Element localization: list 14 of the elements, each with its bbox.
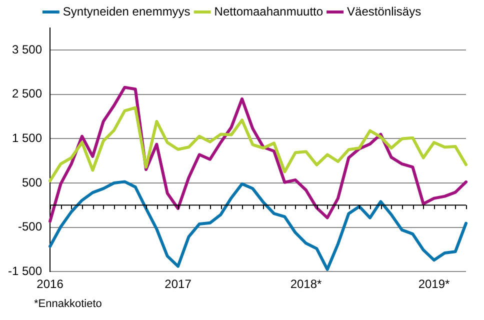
y-tick-label: -500	[18, 220, 42, 234]
y-tick-label: 500	[22, 175, 42, 190]
x-tick-label: 2019*	[418, 277, 450, 292]
y-tick-label: 1 500	[12, 131, 42, 146]
legend-label: Nettomaahanmuutto	[214, 4, 324, 18]
y-tick-label: -1 500	[8, 264, 42, 278]
legend-label: Syntyneiden enemmyys	[62, 4, 190, 18]
x-tick-label: 2017	[164, 277, 192, 292]
y-tick-label: 3 500	[12, 42, 42, 56]
text: *Ennakkotieto	[34, 298, 102, 310]
legend-label: Väestönlisäys	[347, 4, 422, 18]
y-tick-label: 2 500	[12, 86, 42, 101]
x-tick-label: 2018*	[290, 277, 322, 292]
x-tick-label: 2016	[36, 277, 64, 292]
